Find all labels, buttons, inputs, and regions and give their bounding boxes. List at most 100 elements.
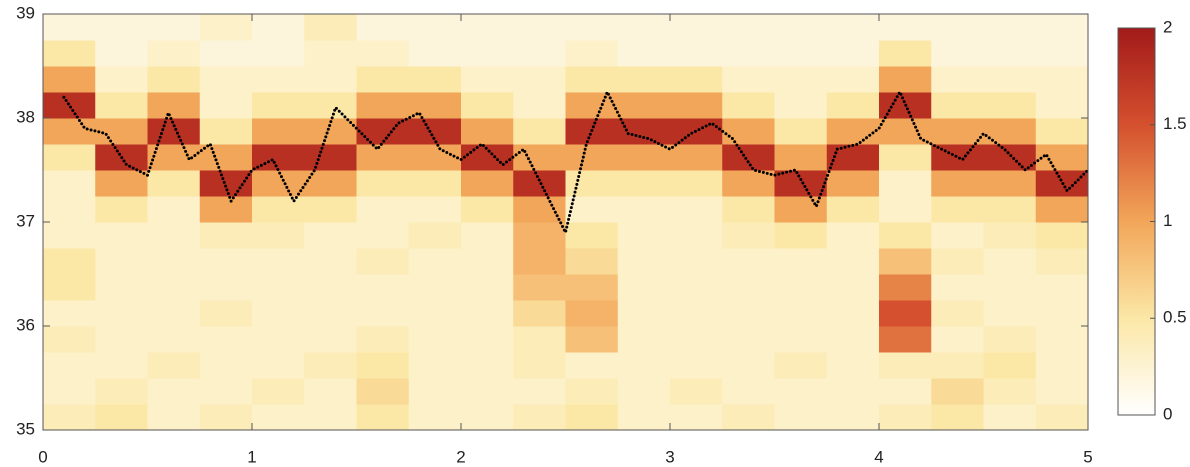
heat-cell [43, 326, 96, 353]
heat-cell [983, 378, 1037, 405]
heat-cell [43, 378, 96, 405]
heat-cell [670, 170, 723, 197]
colorbar-tick-label: 2 [1163, 17, 1172, 36]
heat-cell [983, 274, 1037, 301]
heat-cell [147, 404, 201, 431]
heat-cell [670, 14, 723, 41]
heat-cell [43, 222, 96, 249]
heat-cell [408, 274, 462, 301]
heat-cell [983, 326, 1037, 353]
heat-cell [199, 170, 253, 197]
heat-cell [931, 14, 984, 41]
heat-cell [617, 40, 671, 67]
heat-cell [513, 404, 566, 431]
heat-cell [670, 40, 723, 67]
heat-cell [356, 222, 410, 249]
heat-cell [879, 196, 932, 223]
heat-cell [408, 378, 462, 405]
heat-cell [147, 92, 201, 119]
heat-cell [199, 326, 253, 353]
heat-cell [1035, 92, 1089, 119]
heat-cell [199, 40, 253, 67]
heat-cell [617, 14, 671, 41]
heat-cell [774, 326, 828, 353]
heat-cell [513, 40, 566, 67]
heat-cell [826, 118, 880, 145]
heat-cell [722, 222, 775, 249]
heat-cell [931, 118, 984, 145]
heat-cell [199, 300, 253, 327]
heat-cell [565, 404, 619, 431]
heat-cell [304, 352, 357, 379]
heat-cell [304, 248, 357, 275]
heat-cell [722, 118, 775, 145]
heat-cell [1035, 222, 1089, 249]
heat-cell [304, 378, 357, 405]
heat-cell [617, 404, 671, 431]
heat-cell [147, 66, 201, 93]
heat-cell [931, 378, 984, 405]
colorbar-tick-label: 0 [1163, 404, 1172, 423]
heat-cell [1035, 14, 1089, 41]
heat-cell [565, 170, 619, 197]
heat-cell [826, 248, 880, 275]
heat-cell [722, 300, 775, 327]
heat-cell [252, 170, 305, 197]
heat-cell [356, 352, 410, 379]
heat-cell [983, 404, 1037, 431]
heat-cell [983, 92, 1037, 119]
heat-cell [617, 92, 671, 119]
heat-cell [304, 300, 357, 327]
heat-cell [43, 66, 96, 93]
heat-cell [879, 378, 932, 405]
heat-cell [774, 274, 828, 301]
heat-cell [722, 196, 775, 223]
heat-cell [199, 144, 253, 171]
heat-cell [356, 66, 410, 93]
heat-cell [252, 300, 305, 327]
heat-cell [199, 274, 253, 301]
heat-cell [565, 274, 619, 301]
heat-cell [43, 196, 96, 223]
heat-cell [252, 92, 305, 119]
heat-cell [304, 404, 357, 431]
heat-cell [983, 14, 1037, 41]
heat-cell [774, 40, 828, 67]
heat-cell [147, 326, 201, 353]
heat-cell [513, 222, 566, 249]
heat-cell [670, 352, 723, 379]
heat-cell [879, 248, 932, 275]
heat-cell [565, 326, 619, 353]
heat-cell [95, 118, 148, 145]
colorbar [1117, 27, 1156, 416]
heat-cell [408, 352, 462, 379]
heat-cell [461, 118, 514, 145]
heat-cell [670, 92, 723, 119]
heat-cell [356, 144, 410, 171]
heat-cell [931, 66, 984, 93]
heat-cell [252, 66, 305, 93]
heat-cell [356, 92, 410, 119]
heat-cell [408, 326, 462, 353]
heat-cell [252, 352, 305, 379]
heat-cell [252, 196, 305, 223]
heat-cell [931, 170, 984, 197]
heat-cell [252, 222, 305, 249]
heat-cell [95, 326, 148, 353]
heat-cell [931, 144, 984, 171]
heat-cell [513, 118, 566, 145]
heat-cell [461, 404, 514, 431]
heat-cell [983, 248, 1037, 275]
heat-cell [826, 66, 880, 93]
heat-cell [147, 352, 201, 379]
heat-cell [95, 300, 148, 327]
heat-cell [43, 40, 96, 67]
x-tick-label: 4 [874, 447, 883, 466]
heat-cell [199, 92, 253, 119]
heat-cell [461, 326, 514, 353]
y-tick-label: 35 [16, 419, 35, 438]
heat-cell [983, 170, 1037, 197]
heat-cell [879, 326, 932, 353]
heat-cell [826, 170, 880, 197]
heat-cell [199, 248, 253, 275]
